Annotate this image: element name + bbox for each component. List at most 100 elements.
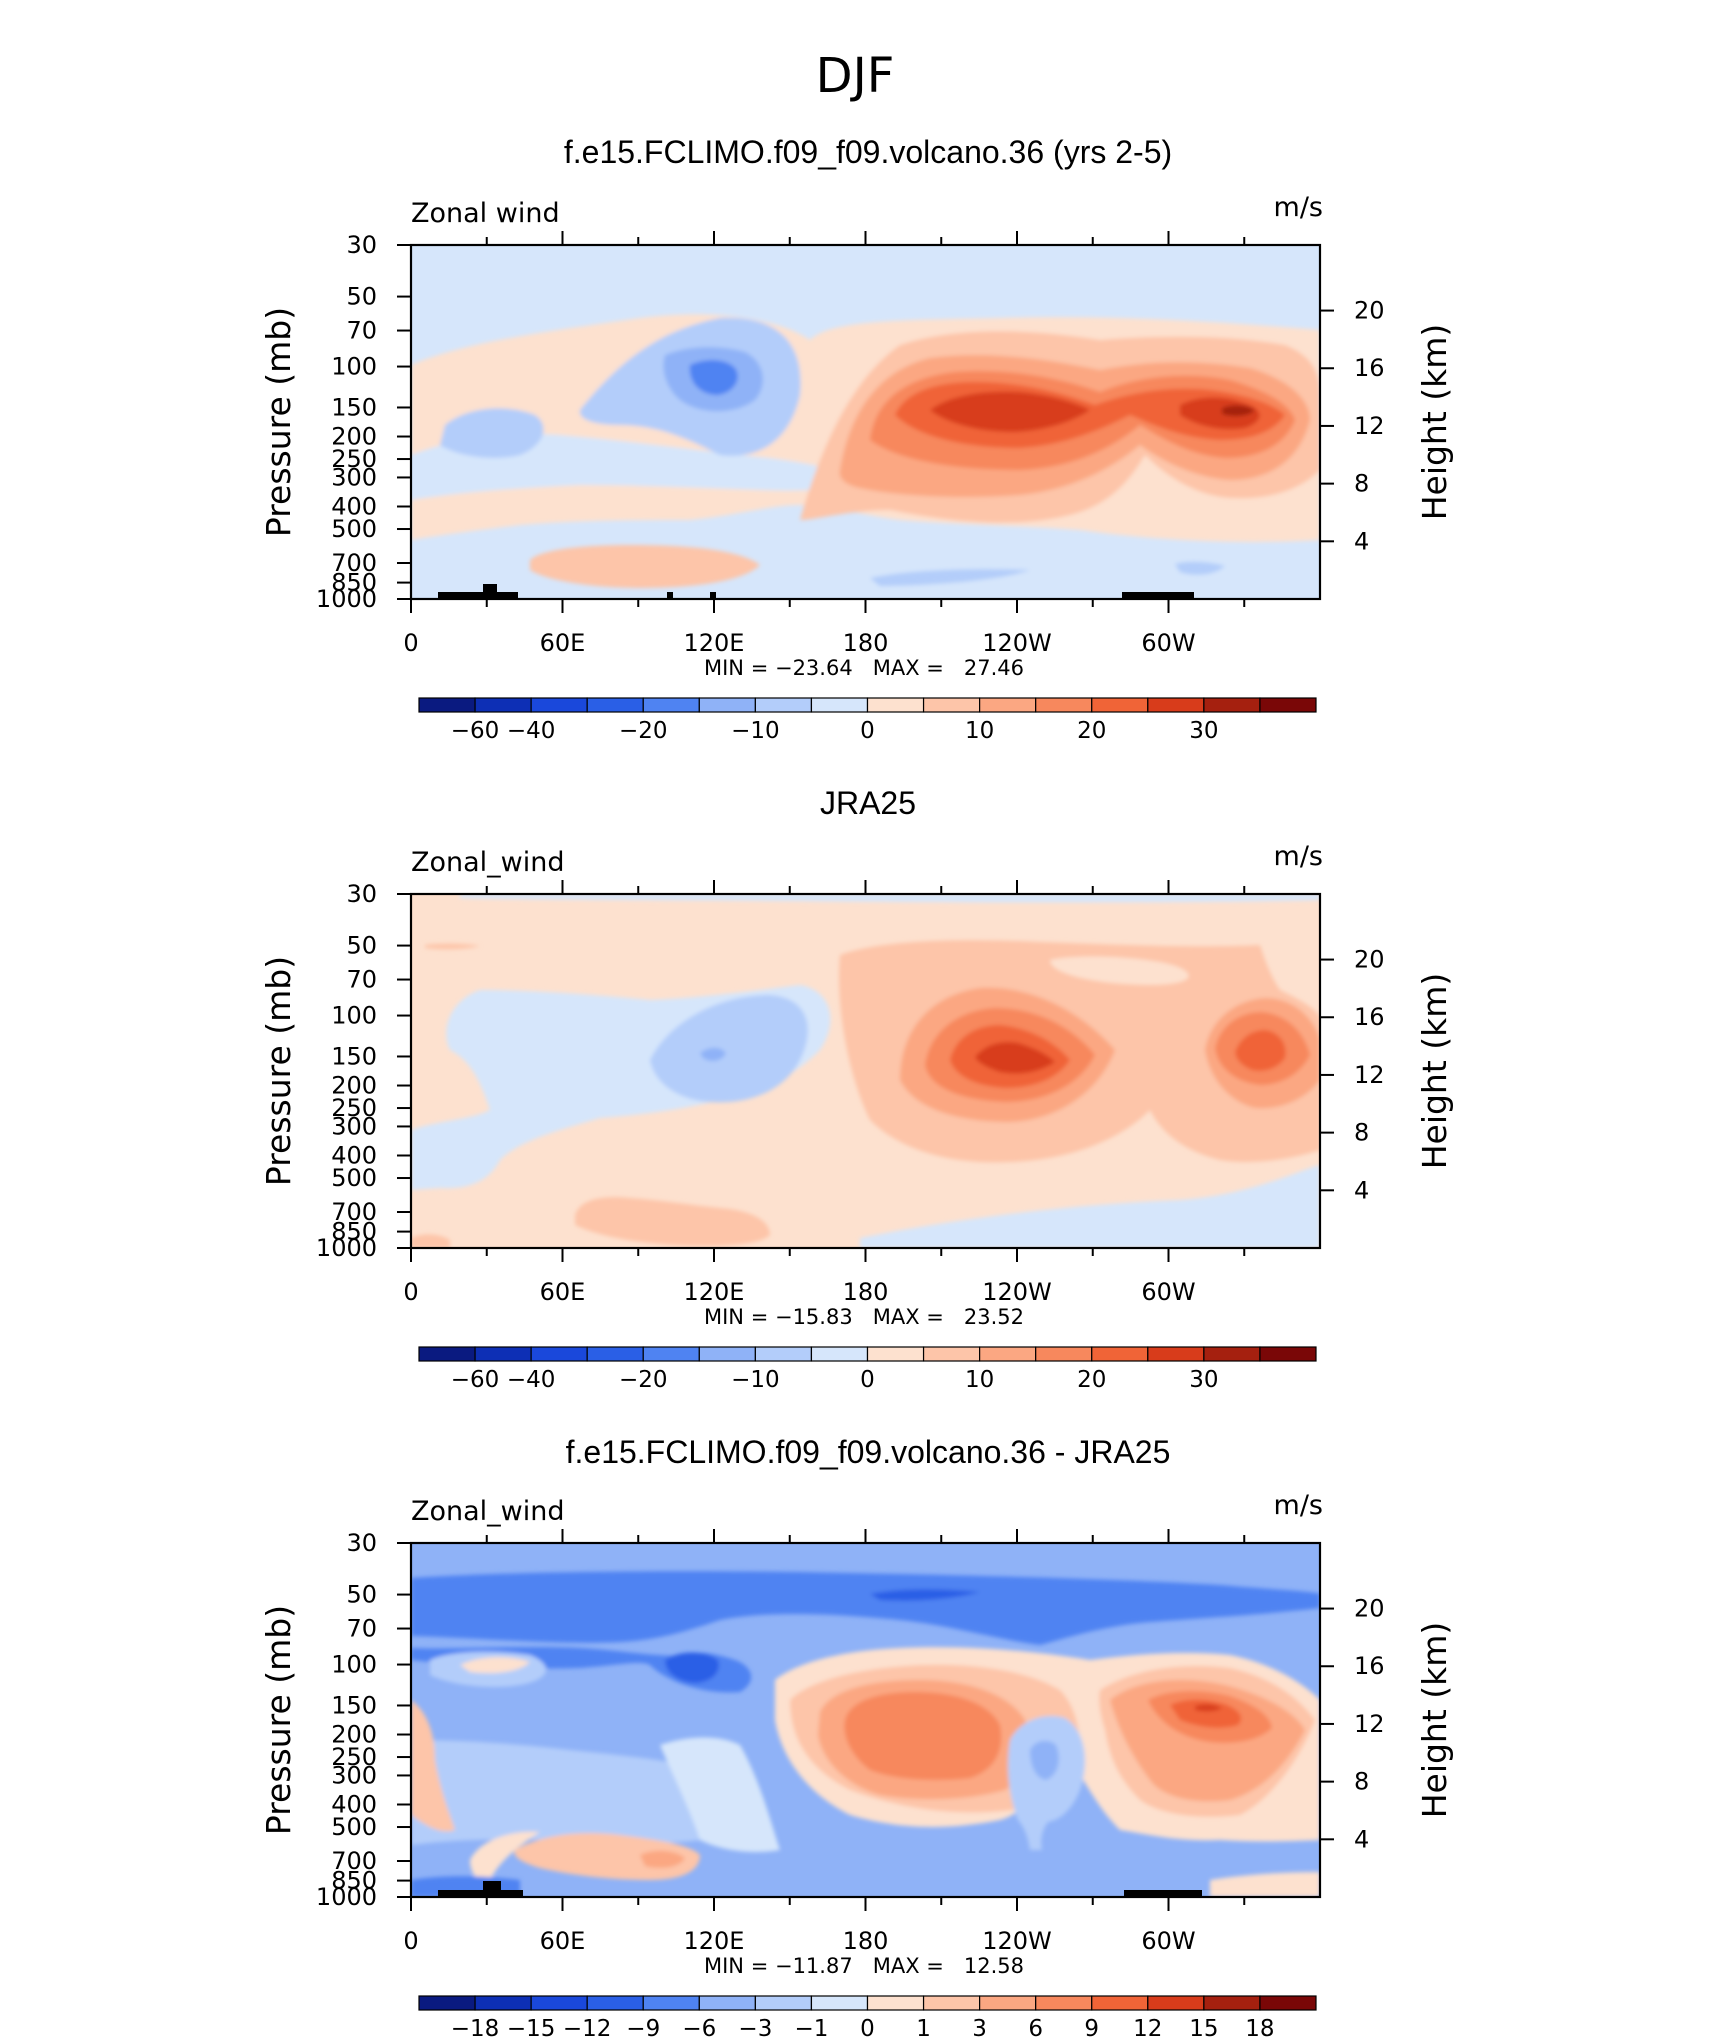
contour-pos-4b [1235,1030,1286,1071]
y-tick-label: 200 [331,423,377,451]
contour-pos-low [514,1833,700,1880]
y-tick-label: 100 [331,1002,377,1030]
colorbar-box [474,1346,532,1362]
colorbar-label: 30 [1189,718,1218,744]
units-label: m/s [1274,841,1323,872]
x-tick-label: 120W [982,1278,1052,1306]
contour-neg-center-2 [1030,1740,1059,1780]
colorbar-label: 12 [1133,2016,1162,2038]
colorbar-label: 0 [860,1367,875,1393]
contour-pos-low-4 [411,1700,455,1832]
contour-pos-low [575,1197,770,1247]
y-right-tick-label: 12 [1354,1710,1385,1738]
y-tick-label: 50 [346,932,377,960]
contour-pos-pale-w [460,1657,530,1674]
y-tick-label: 300 [331,1112,377,1140]
x-tick-label: 180 [843,1278,889,1306]
colorbar-box [530,1346,588,1362]
y-tick-label: 850 [331,1867,377,1895]
colorbar-box [1147,697,1205,713]
stats-label: MIN = −11.87 MAX = 12.58 [704,1954,1024,1978]
colorbar-label: −18 [451,2016,500,2038]
axes-0: 0 60E 120E 180 120W 60W3050701001502002503004… [316,231,1385,657]
contour-neg-low-2 [1175,561,1225,575]
colorbar-box [866,697,925,713]
y-tick-label: 70 [346,966,377,994]
axes-1: 0 60E 120E 180 120W 60W3050701001502002503004… [316,880,1385,1306]
colorbar-label: 0 [860,718,875,744]
contour-neg-1 [650,995,808,1103]
colorbar-box [1091,697,1149,713]
colorbar-label: 9 [1084,2016,1099,2038]
axes-2: 0 60E 120E 180 120W 60W3050701001502002503004… [316,1529,1385,1955]
y-tick-label: 50 [346,1581,377,1609]
contour-pos-4 [844,1692,1002,1780]
y-right-tick-label: 20 [1354,1595,1385,1623]
colorbar-2: −18 −15 −12 −9 −6 −3 −1 0 1 3 6 9 12 15 18 [418,1995,1317,2038]
y-tick-label: 850 [331,569,377,597]
y-right-tick-label: 20 [1354,946,1385,974]
colorbar-box [474,697,532,713]
colorbar-box [530,697,588,713]
y-tick-label: 70 [346,1615,377,1643]
colorbar-box [1091,1995,1149,2011]
y-tick-label: 1000 [316,1234,377,1262]
terrain-mask [438,1881,1202,1897]
y-tick-label: 70 [346,317,377,345]
colorbar-box [866,1995,925,2011]
colorbar-label: −20 [619,718,668,744]
colorbar-box [1203,1346,1261,1362]
contour-pos-6 [1195,1704,1222,1712]
colorbar-box [698,697,756,713]
colorbar-label: −10 [731,1367,780,1393]
colorbar-label: 1 [916,2016,931,2038]
contour-neg-2 [700,1047,726,1061]
y-tick-label: 1000 [316,1883,377,1911]
panel-title: JRA25 [820,785,916,821]
colorbar-box [810,1995,869,2011]
y-tick-label: 400 [331,1141,377,1169]
y-axis-title-right: Height (km) [1415,973,1454,1170]
x-tick-label: 120E [684,1927,745,1955]
colorbar-label: −3 [738,2016,772,2038]
colorbar-box [979,1346,1037,1362]
colorbar-box [922,697,981,713]
x-tick-label: 0 [403,1278,418,1306]
colorbar-box [866,1346,925,1362]
colorbar-0: −60 −40 −20 −10 0 10 20 30 [418,697,1317,744]
x-tick-label: 120W [982,1927,1052,1955]
colorbar-label: −9 [626,2016,660,2038]
y-tick-label: 200 [331,1721,377,1749]
colorbar-label: 3 [972,2016,987,2038]
colorbar-box [1091,1346,1149,1362]
panel-2: f.e15.FCLIMO.f09_f09.volcano.36 - JRA25 … [259,1434,1454,2038]
colorbar-box [418,1995,476,2011]
contour-pos-low-2 [411,1234,450,1248]
contour-neg-1 [440,408,544,458]
contour-pos-strat [425,943,480,950]
contour-neg-top [460,894,1320,903]
y-tick-label: 30 [346,231,377,259]
contour-pos-upper [1040,957,1200,977]
contour-neg-pale [660,1737,780,1852]
y-tick-label: 300 [331,463,377,491]
y-right-tick-label: 4 [1354,527,1369,555]
y-right-tick-label: 16 [1354,354,1385,382]
colorbar-box [1203,1995,1261,2011]
colorbar-label: 15 [1189,2016,1218,2038]
x-tick-label: 60W [1141,1278,1195,1306]
variable-label: Zonal_wind [411,1496,565,1527]
colorbar-label: −40 [507,1367,556,1393]
y-tick-label: 150 [331,393,377,421]
colorbar-box [642,1995,700,2011]
colorbar-box [418,1346,476,1362]
y-axis-title-left: Pressure (mb) [259,1605,298,1835]
colorbar-box [586,1995,644,2011]
contour-pos-low-2 [640,1850,685,1868]
colorbar-label: −1 [794,2016,828,2038]
colorbar-label: −12 [563,2016,612,2038]
contour-pos-7 [1222,405,1255,417]
y-tick-label: 400 [331,492,377,520]
colorbar-label: −6 [682,2016,716,2038]
y-tick-label: 700 [331,549,377,577]
